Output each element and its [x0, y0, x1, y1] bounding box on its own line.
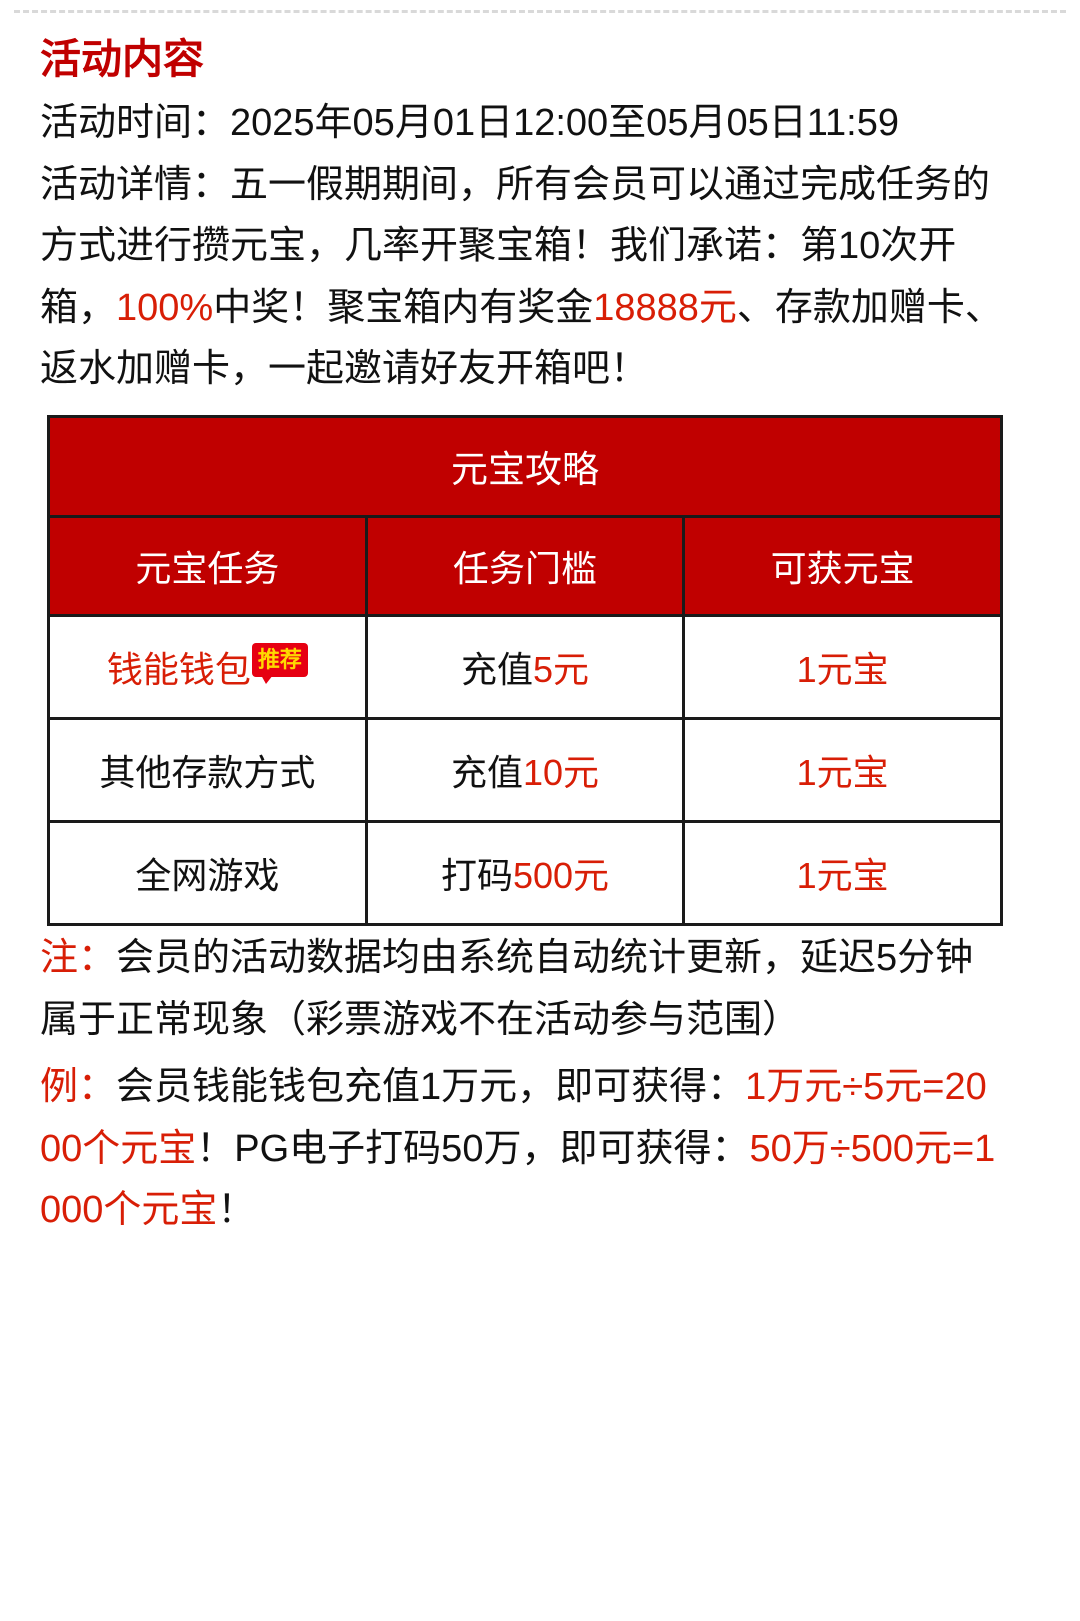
- activity-detail-part2: 中奖！聚宝箱内有奖金: [213, 286, 594, 329]
- table-cell-threshold: 充值10元: [364, 716, 686, 823]
- activity-detail-highlight-prize: 18888元: [593, 286, 737, 329]
- threshold-prefix: 打码: [440, 854, 513, 896]
- table-header-task: 元宝任务: [47, 514, 368, 617]
- table-cell-threshold: 充值5元: [364, 613, 686, 720]
- table-row: 其他存款方式 充值10元 1元宝: [47, 716, 1003, 823]
- table-cell-task: 全网游戏: [47, 819, 368, 926]
- table-cell-task: 其他存款方式: [47, 716, 368, 823]
- page-title: 活动内容: [40, 36, 204, 82]
- table-header-reward: 可获元宝: [682, 514, 1003, 617]
- example-paragraph: 例：会员钱能钱包充值1万元，即可获得：1万元÷5元=2000个元宝！PG电子打码…: [40, 1057, 1006, 1242]
- activity-detail-part3: 、存款加赠卡、返水加赠卡，一起邀请好友开箱吧！: [40, 286, 1003, 391]
- note-text: 会员的活动数据均由系统自动统计更新，延迟5分钟属于正常现象（彩票游戏不在活动参与…: [40, 936, 974, 1041]
- table-header-row: 元宝任务 任务门槛 可获元宝: [47, 514, 1003, 617]
- note-label: 注：: [40, 936, 117, 979]
- example-label: 例：: [40, 1066, 117, 1109]
- table-cell-reward: 1元宝: [682, 819, 1003, 926]
- activity-detail-highlight-percent: 100%: [116, 286, 214, 329]
- threshold-prefix: 充值: [460, 648, 533, 690]
- example-highlight-2: 50万÷500元=1000个元宝: [40, 1127, 996, 1232]
- activity-time-label: 活动时间：: [40, 102, 231, 145]
- table-cell-task: 钱能钱包 推荐: [47, 613, 368, 720]
- threshold-amount: 10元: [522, 751, 600, 793]
- table-row: 钱能钱包 推荐 充值5元 1元宝: [47, 613, 1003, 720]
- table-row: 全网游戏 打码500元 1元宝: [47, 819, 1003, 926]
- table-cell-reward: 1元宝: [682, 716, 1003, 823]
- example-part3: ！: [217, 1189, 256, 1232]
- example-highlight-1: 1万元÷5元=2000个元宝: [40, 1066, 987, 1170]
- activity-detail-part1: 五一假期期间，所有会员可以通过完成任务的方式进行攒元宝，几率开聚宝箱！我们承诺：…: [40, 163, 991, 329]
- table-caption-row: 元宝攻略: [47, 414, 1003, 518]
- note-paragraph: 注：会员的活动数据均由系统自动统计更新，延迟5分钟属于正常现象（彩票游戏不在活动…: [40, 928, 1006, 1051]
- content-container: 活动内容 活动时间：2025年05月01日12:00至05月05日11:59 活…: [40, 34, 1006, 1242]
- task-cell-content: 钱能钱包 推荐: [107, 641, 308, 693]
- activity-time-value: 2025年05月01日12:00至05月05日11:59: [230, 102, 899, 145]
- table-caption-cell: 元宝攻略: [47, 414, 1003, 518]
- table-header-threshold: 任务门槛: [364, 514, 686, 617]
- recommend-badge: 推荐: [251, 642, 308, 684]
- example-part1: 会员钱能钱包充值1万元，即可获得：: [116, 1066, 746, 1109]
- table-cell-reward: 1元宝: [682, 613, 1003, 720]
- example-part2: ！PG电子打码50万，即可获得：: [196, 1127, 750, 1170]
- threshold-amount: 500元: [512, 854, 610, 896]
- table-cell-threshold: 打码500元: [364, 819, 686, 926]
- yuanbao-strategy-table: 元宝攻略 元宝任务 任务门槛 可获元宝 钱能钱包 推荐 充值5元 1元宝: [47, 414, 1003, 926]
- task-name: 钱能钱包: [106, 648, 251, 690]
- threshold-prefix: 充值: [450, 751, 523, 793]
- activity-detail-label: 活动详情：: [40, 163, 231, 206]
- top-dashed-divider: [14, 10, 1066, 13]
- activity-detail-paragraph: 活动详情：五一假期期间，所有会员可以通过完成任务的方式进行攒元宝，几率开聚宝箱！…: [40, 155, 1006, 401]
- threshold-amount: 5元: [532, 648, 589, 690]
- activity-time-paragraph: 活动时间：2025年05月01日12:00至05月05日11:59: [40, 93, 1006, 155]
